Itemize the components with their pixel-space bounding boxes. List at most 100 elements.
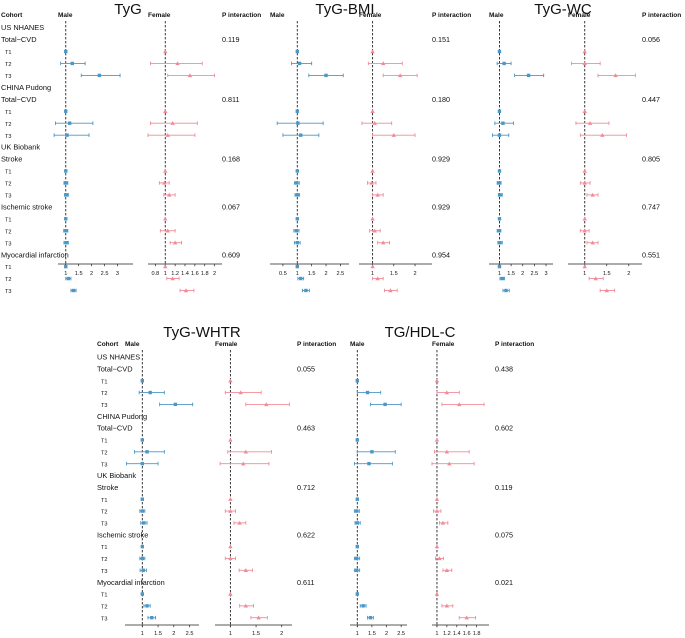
outcome-label: Total−CVD: [97, 424, 133, 433]
p-interaction-value: 0.602: [495, 424, 513, 433]
point-estimate-male: [299, 133, 303, 137]
x-tick-label: 1.6: [463, 631, 471, 637]
point-estimate-male: [497, 109, 502, 113]
cohort-label: CHINA Pudong: [1, 83, 51, 92]
point-estimate-male: [526, 73, 531, 78]
point-estimate-female: [587, 121, 593, 125]
x-tick-label: 1: [356, 631, 359, 637]
tier-label: T1: [101, 439, 108, 445]
point-estimate-male: [295, 217, 299, 221]
p-interaction-value: 0.168: [222, 155, 240, 164]
p-interaction-header: P interaction: [432, 12, 471, 19]
x-tick-label: 1.6: [191, 271, 199, 277]
outcome-label: Myocardial infarction: [97, 578, 165, 587]
point-estimate-female: [170, 276, 175, 281]
point-estimate-female: [444, 568, 450, 572]
p-interaction-value: 0.463: [297, 424, 315, 433]
x-tick-label: 2: [280, 631, 283, 637]
point-estimate-female: [243, 603, 248, 608]
x-tick-label: 0.5: [279, 271, 287, 277]
point-estimate-male: [370, 450, 374, 454]
x-tick-label: 1.8: [201, 271, 209, 277]
outcome-label: Total−CVD: [1, 35, 37, 44]
point-estimate-female: [172, 240, 178, 245]
point-estimate-female: [434, 497, 440, 501]
point-estimate-male: [140, 509, 145, 513]
p-interaction-value: 0.551: [642, 250, 660, 259]
cohort-label: CHINA Pudong: [97, 412, 147, 421]
point-estimate-male: [70, 61, 74, 66]
x-tick-label: 1: [371, 271, 374, 277]
forest-panel-0: TyG Cohort Male Female P interaction US NHANE…: [1, 1, 261, 295]
forest-panel-4: TG/HDL-C Male Female P interaction 0.438 0.60…: [350, 324, 534, 637]
point-estimate-male: [297, 61, 302, 66]
point-estimate-female: [243, 568, 248, 572]
x-tick-label: 2: [521, 271, 524, 277]
tier-label: T3: [101, 522, 108, 528]
p-interaction-value: 0.055: [297, 364, 315, 373]
point-estimate-male: [355, 592, 360, 596]
outcome-label: Total−CVD: [97, 364, 133, 373]
p-interaction-header: P interaction: [297, 341, 336, 348]
point-estimate-male: [64, 109, 68, 113]
p-interaction-value: 0.805: [642, 155, 660, 164]
x-tick-label: 2: [213, 271, 216, 277]
point-estimate-male: [145, 604, 149, 608]
tier-label: T2: [101, 510, 108, 516]
x-tick-label: 1: [141, 631, 144, 637]
point-estimate-male: [64, 49, 68, 54]
point-estimate-male: [64, 181, 68, 185]
female-subplot: 1 1.5 2: [359, 21, 432, 293]
x-tick-label: 2: [90, 271, 93, 277]
point-estimate-male: [148, 390, 152, 395]
female-column-header: Female: [432, 341, 455, 348]
x-tick-label: 3: [116, 271, 119, 277]
point-estimate-female: [375, 276, 380, 281]
tier-label: T2: [5, 122, 12, 128]
tier-label: T2: [5, 62, 12, 68]
tier-label: T3: [5, 134, 12, 140]
point-estimate-male: [504, 288, 508, 293]
point-estimate-male: [383, 402, 387, 407]
point-estimate-female: [162, 180, 167, 185]
x-tick-label: 1: [498, 271, 501, 277]
tier-label: T3: [101, 403, 108, 409]
point-estimate-female: [397, 73, 403, 78]
point-estimate-male: [173, 402, 178, 407]
point-estimate-male: [367, 461, 371, 466]
point-estimate-male: [497, 181, 501, 185]
point-estimate-female: [434, 591, 440, 596]
p-interaction-value: 0.151: [432, 35, 450, 44]
cohort-column-header: Cohort: [1, 12, 23, 19]
point-estimate-female: [372, 228, 377, 233]
point-estimate-male: [140, 592, 145, 596]
female-column-header: Female: [568, 12, 591, 19]
point-estimate-female: [370, 168, 375, 173]
point-estimate-male: [497, 49, 502, 54]
point-estimate-female: [237, 520, 242, 525]
point-estimate-female: [613, 73, 618, 78]
point-estimate-male: [502, 61, 506, 66]
female-column-header: Female: [359, 12, 382, 19]
point-estimate-female: [264, 402, 269, 407]
p-interaction-value: 0.611: [297, 578, 314, 587]
point-estimate-male: [497, 217, 502, 221]
tier-label: T2: [101, 391, 108, 397]
x-tick-label: 0.8: [152, 271, 160, 277]
outcome-label: Ischemic stroke: [97, 530, 148, 539]
male-subplot: 0.5 1 1.5 2 2.5: [270, 21, 349, 293]
point-estimate-female: [238, 390, 243, 395]
point-estimate-female: [434, 508, 440, 513]
point-estimate-male: [142, 521, 146, 525]
point-estimate-female: [434, 437, 440, 442]
chart-title: TyG-WHTR: [163, 324, 241, 341]
point-estimate-female: [590, 240, 595, 245]
point-estimate-female: [582, 61, 587, 66]
point-estimate-female: [228, 378, 233, 383]
point-estimate-female: [604, 288, 609, 293]
point-estimate-female: [370, 264, 375, 269]
cohort-label: US NHANES: [1, 23, 44, 32]
p-interaction-value: 0.954: [432, 250, 450, 259]
male-subplot: 1 1.5 2 2.5: [350, 350, 407, 637]
x-tick-label: 1.2: [443, 631, 451, 637]
